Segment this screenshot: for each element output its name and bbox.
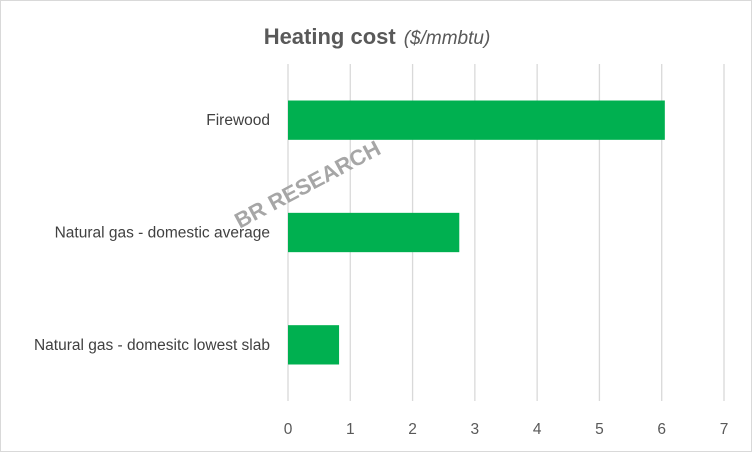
category-labels: Firewood Natural gas - domestic average Na… xyxy=(34,112,270,354)
chart-title-unit: ($/mmbtu) xyxy=(404,28,491,49)
x-tick-label: 5 xyxy=(595,421,604,438)
x-tick-label: 3 xyxy=(471,421,480,438)
category-label: Natural gas - domestic average xyxy=(55,225,270,242)
x-tick-label: 1 xyxy=(346,421,355,438)
x-tick-label: 6 xyxy=(657,421,666,438)
chart-title-main: Heating cost xyxy=(264,24,397,49)
x-tick-label: 2 xyxy=(408,421,417,438)
x-tick-label: 4 xyxy=(533,421,542,438)
x-tick-label: 7 xyxy=(720,421,729,438)
x-tick-labels: 0 1 2 3 4 5 6 7 xyxy=(284,421,729,438)
category-label: Firewood xyxy=(206,112,270,129)
bar xyxy=(288,325,340,365)
bars xyxy=(288,100,665,365)
x-tick-label: 0 xyxy=(284,421,293,438)
category-label: Natural gas - domesitc lowest slab xyxy=(34,337,270,354)
bar xyxy=(288,212,460,253)
chart-title: Heating cost ($/mmbtu) xyxy=(264,24,491,49)
bar xyxy=(288,100,665,140)
